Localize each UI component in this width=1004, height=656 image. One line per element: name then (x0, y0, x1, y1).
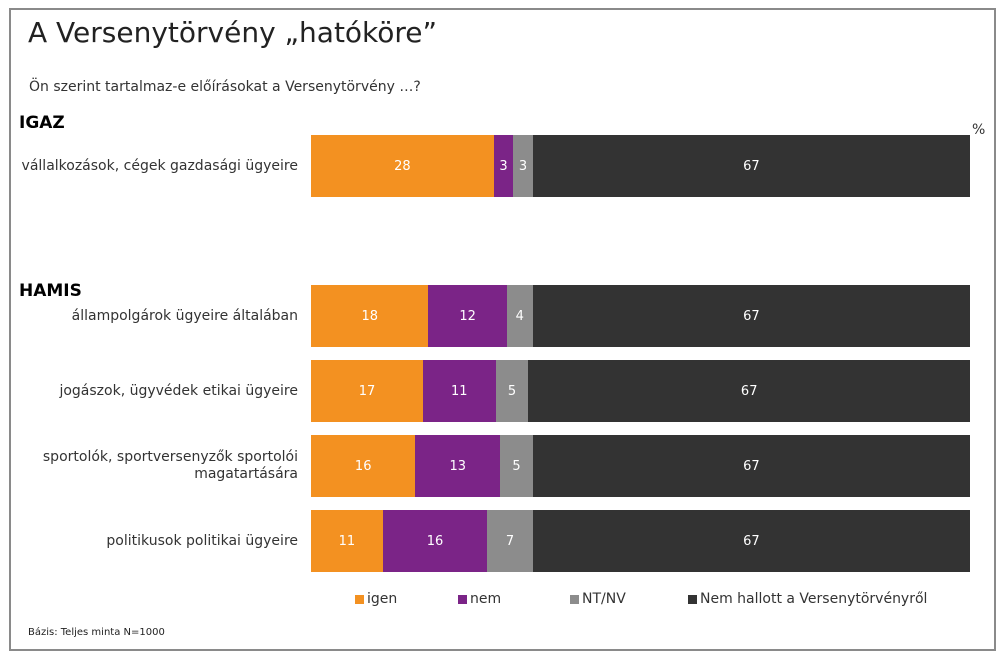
bar-segment: 67 (532, 285, 970, 347)
bar-segment: 67 (532, 135, 971, 197)
data-label: 11 (450, 383, 468, 399)
bar-segment: 28 (311, 135, 494, 197)
bar-segment: 13 (415, 435, 501, 497)
legend-label: Nem hallott a Versenytörvényről (700, 591, 928, 607)
bar-segment: 5 (495, 360, 529, 422)
legend-item: igen (355, 591, 397, 607)
data-label: 3 (518, 158, 528, 174)
data-label: 3 (499, 158, 508, 174)
bar-segment: 7 (487, 510, 533, 572)
data-label: 67 (743, 458, 760, 474)
bar-segment: 16 (382, 510, 488, 572)
data-label: 67 (740, 383, 758, 399)
data-label: 16 (354, 458, 372, 474)
legend-swatch (458, 594, 467, 604)
legend-swatch (355, 594, 364, 604)
data-label: 16 (426, 533, 444, 549)
legend-swatch (688, 594, 697, 604)
section-label-hamis: HAMIS (19, 281, 82, 301)
stacked-bar: 16 13 5 67 (311, 435, 970, 497)
base-note: Bázis: Teljes minta N=1000 (28, 627, 165, 638)
data-label: 67 (743, 308, 760, 324)
bar-segment: 67 (528, 360, 970, 422)
data-label: 7 (505, 533, 515, 549)
category-label: állampolgárok ügyeire általában (71, 307, 298, 324)
data-label: 18 (361, 308, 378, 324)
bar-segment: 17 (311, 360, 424, 422)
data-label: 17 (358, 383, 376, 399)
bar-segment: 3 (513, 135, 533, 197)
legend-label: NT/NV (582, 591, 626, 607)
stacked-bar: 28 3 3 67 (311, 135, 971, 197)
bar-segment: 11 (311, 510, 383, 572)
data-label: 11 (338, 533, 356, 549)
legend-label: nem (470, 591, 502, 607)
section-label-igaz: IGAZ (19, 113, 65, 133)
bar-segment: 3 (493, 135, 514, 197)
legend-item: Nem hallott a Versenytörvényről (688, 591, 927, 607)
data-label: 5 (512, 458, 521, 474)
data-label: 12 (459, 308, 476, 324)
stacked-bar: 11 16 7 67 (311, 510, 970, 572)
legend-item: NT/NV (570, 591, 626, 607)
bar-segment: 67 (532, 510, 970, 572)
bar-segment: 11 (423, 360, 496, 422)
chart-title: A Versenytörvény „hatóköre” (28, 16, 438, 49)
data-label: 67 (743, 533, 760, 549)
bar-segment: 4 (506, 285, 533, 347)
legend-label: igen (367, 591, 398, 607)
bar-segment: 12 (428, 285, 507, 347)
data-label: 13 (449, 458, 467, 474)
bar-segment: 5 (500, 435, 533, 497)
legend-item: nem (458, 591, 501, 607)
legend-swatch (570, 594, 579, 604)
category-label: vállalkozások, cégek gazdasági ügyeire (21, 157, 298, 174)
bar-segment: 16 (311, 435, 416, 497)
category-label: jogászok, ügyvédek etikai ügyeire (59, 382, 298, 399)
data-label: 67 (743, 158, 760, 174)
bar-segment: 67 (532, 435, 970, 497)
data-label: 5 (507, 383, 517, 399)
chart-subtitle: Ön szerint tartalmaz-e előírásokat a Ver… (29, 79, 421, 95)
data-label: 28 (394, 158, 411, 174)
stacked-bar: 18 12 4 67 (311, 285, 970, 347)
bar-segment: 18 (311, 285, 429, 347)
category-label: politikusok politikai ügyeire (106, 532, 298, 549)
unit-label: % (972, 122, 986, 138)
chart-frame (9, 8, 996, 651)
category-label: sportolók, sportversenyzők sportolói mag… (42, 449, 298, 482)
stacked-bar: 17 11 5 67 (311, 360, 970, 422)
data-label: 4 (515, 308, 524, 324)
